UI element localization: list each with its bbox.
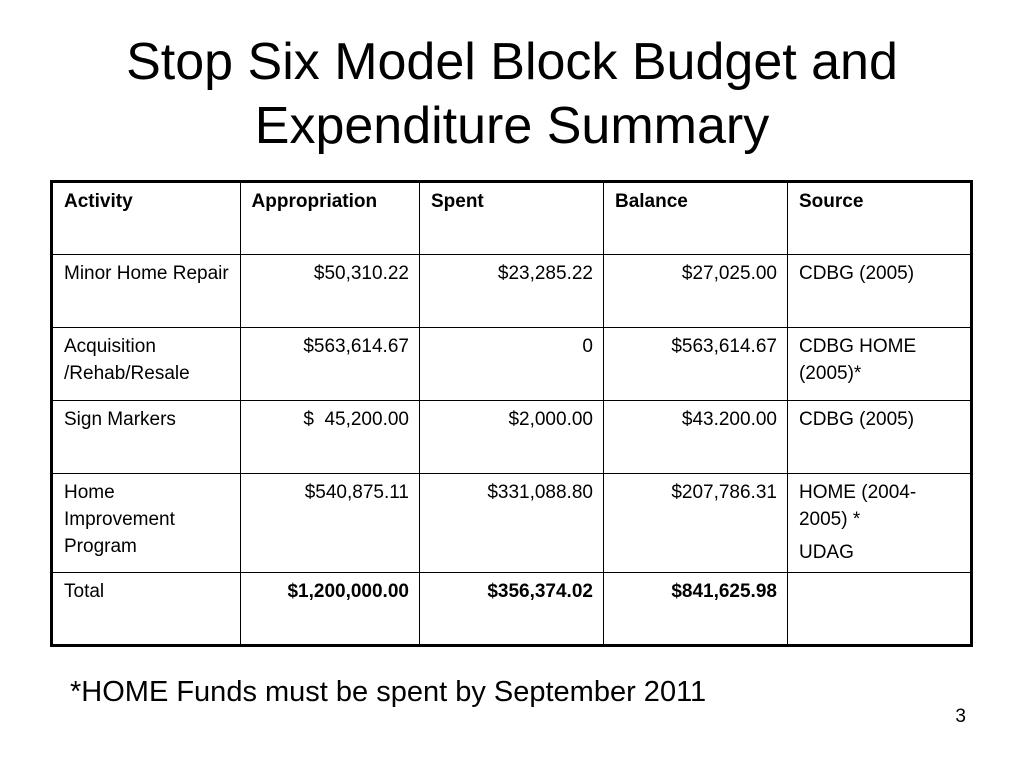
- cell-source: CDBG (2005): [786, 400, 973, 474]
- cell-spent: 0: [418, 327, 604, 401]
- total-source: [786, 572, 973, 646]
- slide-title: Stop Six Model Block Budget and Expendit…: [0, 30, 1024, 158]
- header-source: Source: [786, 181, 973, 255]
- cell-balance: $207,786.31: [602, 473, 788, 573]
- table-row: Minor Home Repair $50,310.22 $23,285.22 …: [51, 254, 973, 328]
- header-activity: Activity: [51, 181, 241, 255]
- cell-activity: Acquisition /Rehab/Resale: [51, 327, 241, 401]
- table-row: Home Improvement Program $540,875.11 $33…: [51, 473, 973, 573]
- source-line-2: UDAG: [798, 542, 854, 563]
- table-header-row: Activity Appropriation Spent Balance Sou…: [51, 181, 973, 255]
- total-label: Total: [51, 572, 241, 646]
- slide-title-line-1: Stop Six Model Block Budget and: [126, 33, 898, 91]
- cell-activity: Minor Home Repair: [51, 254, 241, 328]
- cell-appropriation: $50,310.22: [239, 254, 420, 328]
- total-spent: $356,374.02: [418, 572, 604, 646]
- header-appropriation: Appropriation: [239, 181, 420, 255]
- slide-title-line-2: Expenditure Summary: [254, 97, 770, 155]
- cell-source: CDBG HOME (2005)*: [786, 327, 973, 401]
- cell-balance: $27,025.00: [602, 254, 788, 328]
- page-number: 3: [955, 706, 966, 727]
- table-row: Sign Markers $ 45,200.00 $2,000.00 $43.2…: [51, 400, 973, 474]
- budget-expenditure-table: Activity Appropriation Spent Balance Sou…: [50, 180, 973, 647]
- source-line-1: HOME (2004-2005) *: [798, 482, 917, 530]
- cell-balance: $563,614.67: [602, 327, 788, 401]
- cell-appropriation: $563,614.67: [239, 327, 420, 401]
- cell-source: HOME (2004-2005) * UDAG: [786, 473, 973, 573]
- header-spent: Spent: [418, 181, 604, 255]
- table-total-row: Total $1,200,000.00 $356,374.02 $841,625…: [51, 572, 973, 646]
- cell-source: CDBG (2005): [786, 254, 973, 328]
- cell-appropriation: $ 45,200.00: [239, 400, 420, 474]
- footnote: *HOME Funds must be spent by September 2…: [70, 676, 707, 708]
- total-balance: $841,625.98: [602, 572, 788, 646]
- cell-appropriation: $540,875.11: [239, 473, 420, 573]
- cell-activity: Sign Markers: [51, 400, 241, 474]
- cell-balance: $43.200.00: [602, 400, 788, 474]
- table-row: Acquisition /Rehab/Resale $563,614.67 0 …: [51, 327, 973, 401]
- cell-activity: Home Improvement Program: [51, 473, 241, 573]
- header-balance: Balance: [602, 181, 788, 255]
- cell-spent: $2,000.00: [418, 400, 604, 474]
- total-appropriation: $1,200,000.00: [239, 572, 420, 646]
- cell-spent: $23,285.22: [418, 254, 604, 328]
- cell-spent: $331,088.80: [418, 473, 604, 573]
